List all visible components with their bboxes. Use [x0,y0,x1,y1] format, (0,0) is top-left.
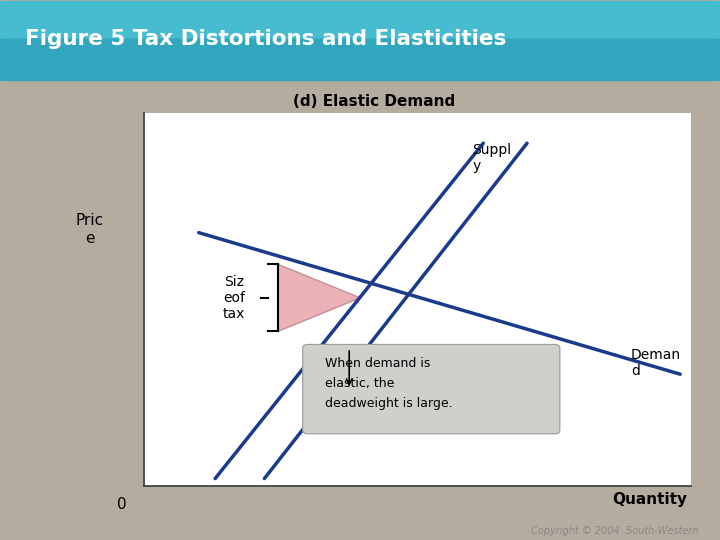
Text: Copyright © 2004  South-Western: Copyright © 2004 South-Western [531,525,698,536]
Text: Suppl
y: Suppl y [472,143,511,173]
FancyBboxPatch shape [0,38,720,81]
Polygon shape [278,264,360,332]
Text: Quantity: Quantity [613,492,688,507]
Text: 0: 0 [117,497,127,512]
Text: Deman
d: Deman d [631,348,681,378]
FancyBboxPatch shape [302,345,560,434]
Text: (d) Elastic Demand: (d) Elastic Demand [293,94,456,110]
Text: Figure 5 Tax Distortions and Elasticities: Figure 5 Tax Distortions and Elasticitie… [25,29,507,49]
Text: When demand is
elastic, the
deadweight is large.: When demand is elastic, the deadweight i… [325,357,452,410]
FancyBboxPatch shape [0,1,720,81]
Text: Siz
eof
tax: Siz eof tax [223,275,246,321]
Text: Pric
e: Pric e [76,213,104,246]
